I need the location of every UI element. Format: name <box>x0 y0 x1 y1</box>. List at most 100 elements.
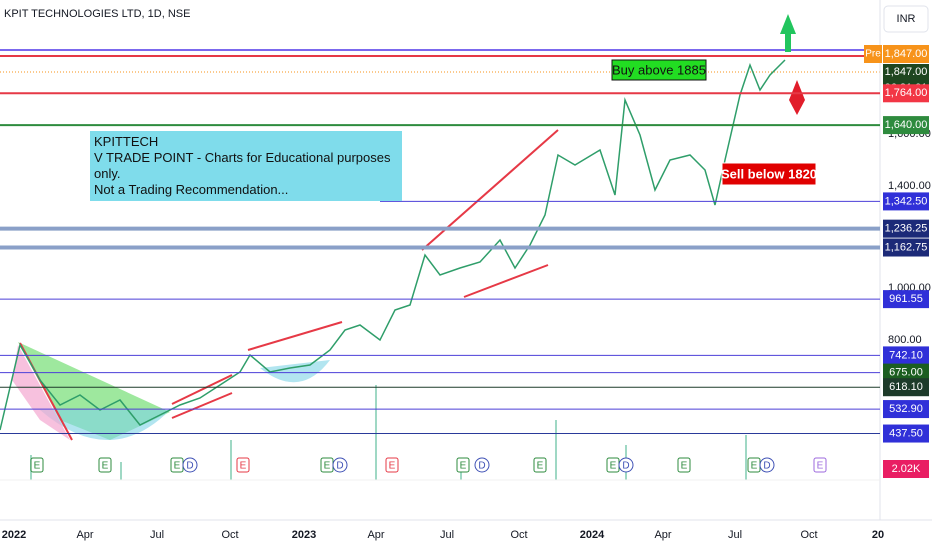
level-label: 961.55 <box>889 293 923 305</box>
level-label: 1,764.00 <box>885 87 928 99</box>
event-icon <box>30 457 44 473</box>
event-letter: E <box>34 461 41 472</box>
time-label: Oct <box>221 529 238 541</box>
volume-label-bg <box>883 460 929 478</box>
time-label: Jul <box>440 529 454 541</box>
currency-button[interactable] <box>883 5 929 33</box>
volume-bar <box>555 420 557 480</box>
level-label: 532.90 <box>889 403 923 415</box>
price-scale-label: 800.00 <box>888 334 922 346</box>
time-label: Apr <box>76 529 93 541</box>
up-arrow <box>780 14 796 52</box>
cup-fill <box>260 360 330 383</box>
time-label: 20 <box>872 529 884 541</box>
buy-annotation: Buy above 1885 <box>612 62 706 77</box>
level-label-bg <box>883 363 929 382</box>
event-letter: E <box>460 461 467 472</box>
note-line: Not a Trading Recommendation... <box>94 182 289 197</box>
event-letter: D <box>478 461 485 472</box>
last-price: 1,847.00 <box>885 66 928 78</box>
time-label: Jul <box>728 529 742 541</box>
sell-annotation: Sell below 1820 <box>721 166 817 181</box>
event-icon <box>456 457 470 473</box>
time-label: 2023 <box>292 529 316 541</box>
event-icon <box>236 457 250 473</box>
level-label-bg <box>883 400 929 419</box>
event-icon <box>332 457 348 473</box>
event-letter: E <box>751 461 758 472</box>
price-path <box>0 59 786 431</box>
level-label-bg <box>883 346 929 365</box>
volume-label: 2.02K <box>892 463 921 475</box>
down-arrow <box>789 80 805 115</box>
level-label-bg <box>883 192 929 211</box>
event-letter: D <box>763 461 770 472</box>
volume-bar <box>120 462 122 480</box>
level-label: 742.10 <box>889 349 923 361</box>
time-label: Oct <box>510 529 527 541</box>
time-label: Oct <box>800 529 817 541</box>
level-label-bg <box>883 290 929 309</box>
event-icon <box>533 457 547 473</box>
time-label: 2022 <box>2 529 26 541</box>
note-line: V TRADE POINT - Charts for Educational p… <box>94 150 391 181</box>
event-letter: E <box>102 461 109 472</box>
pre-tag-bg <box>864 45 882 63</box>
pre-price-bg <box>883 45 929 63</box>
level-label: 618.10 <box>889 381 923 393</box>
time-label: Jul <box>150 529 164 541</box>
event-letter: E <box>240 461 247 472</box>
chart-title: KPIT TECHNOLOGIES LTD, 1D, NSE <box>4 8 190 20</box>
event-letter: E <box>537 461 544 472</box>
event-letter: E <box>324 461 331 472</box>
level-label-bg <box>883 424 929 443</box>
note-line: KPITTECH <box>94 134 159 149</box>
level-label-bg <box>883 378 929 397</box>
level-label: 1,342.50 <box>885 195 928 207</box>
event-icon <box>677 457 691 473</box>
level-label: 1,640.00 <box>885 119 928 131</box>
event-letter: D <box>186 461 193 472</box>
event-icon <box>385 457 399 473</box>
level-label-bg <box>883 116 929 135</box>
level-label-bg <box>883 84 929 103</box>
note-box: KPITTECH V TRADE POINT - Charts for Educ… <box>90 131 402 201</box>
trend-line <box>463 264 549 298</box>
cup-fill <box>40 410 170 440</box>
event-letter: E <box>610 461 617 472</box>
event-icon <box>182 457 198 473</box>
buy-box <box>611 59 707 81</box>
pre-price: 1,847.00 <box>885 48 928 60</box>
event-letter: D <box>622 461 629 472</box>
event-icon <box>98 457 112 473</box>
channel-fill <box>12 345 70 440</box>
time-label: Apr <box>367 529 384 541</box>
volume-bar <box>375 385 377 480</box>
trend-line <box>171 392 233 419</box>
event-icon <box>813 457 827 473</box>
time-label: Apr <box>654 529 671 541</box>
level-label-bg <box>883 219 929 238</box>
level-label: 437.50 <box>889 427 923 439</box>
level-label: 1,236.25 <box>885 223 928 235</box>
volume-bar <box>230 440 232 480</box>
level-label-bg <box>883 238 929 257</box>
currency[interactable]: INR <box>897 13 916 25</box>
event-icon <box>618 457 634 473</box>
event-letter: E <box>817 461 824 472</box>
pre-tag: Pre <box>865 49 881 60</box>
sell-box <box>721 162 817 186</box>
level-label: 675.00 <box>889 367 923 379</box>
event-letter: E <box>174 461 181 472</box>
level-label: 1,162.75 <box>885 241 928 253</box>
event-letter: E <box>389 461 396 472</box>
event-icon <box>474 457 490 473</box>
event-letter: E <box>681 461 688 472</box>
time-label: 2024 <box>580 529 605 541</box>
trend-line <box>171 374 233 405</box>
event-letter: D <box>336 461 343 472</box>
trend-line <box>247 321 343 351</box>
volume-bar <box>745 435 747 480</box>
